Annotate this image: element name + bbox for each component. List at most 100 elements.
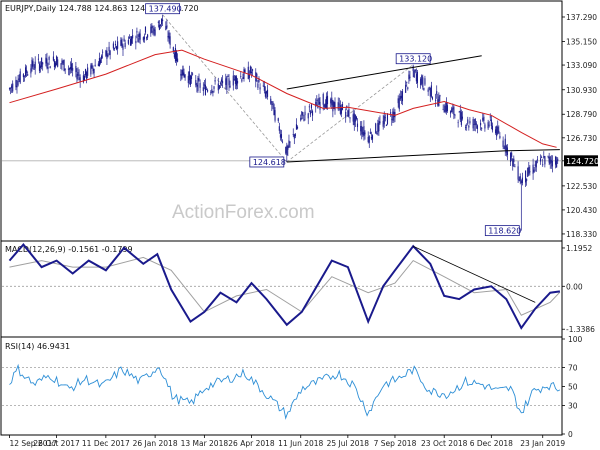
- candle-body-2018-04-12: [235, 76, 238, 86]
- candle-body-2018-04-24: [248, 73, 250, 79]
- candle-body-2017-11-28: [91, 63, 93, 68]
- candle-body-2019-01-02: [519, 176, 521, 182]
- candle-body-2018-07-25: [347, 110, 349, 117]
- candle-body-2017-12-18: [112, 43, 114, 49]
- candle-body-2018-09-13: [400, 95, 402, 99]
- candle-body-2018-09-20: [408, 74, 410, 80]
- candle-body-2018-09-03: [390, 112, 392, 114]
- candle-body-2018-10-19: [439, 94, 441, 97]
- candle-body-2018-04-19: [243, 69, 245, 80]
- candle-body-2017-12-26: [121, 39, 123, 47]
- candle-body-2018-01-03: [129, 39, 132, 46]
- guide-line-0: [162, 14, 288, 163]
- candle-body-2017-11-13: [75, 65, 77, 73]
- candle-body-2018-02-19: [180, 73, 182, 76]
- x-tick-label-7: 25 Jul 2018: [327, 439, 370, 448]
- candle-body-2018-12-06: [490, 119, 492, 127]
- candle-body-2018-06-15: [304, 111, 306, 116]
- current-price-label: 124.720: [566, 157, 599, 166]
- candle-body-2018-12-14: [499, 135, 501, 139]
- candle-body-2018-08-10: [364, 132, 366, 135]
- candle-body-2018-01-08: [135, 40, 137, 44]
- candle-body-2018-01-17: [144, 26, 147, 33]
- candle-body-2018-06-04: [292, 134, 294, 135]
- candle-body-2018-06-05: [293, 134, 295, 139]
- candle-body-2018-04-20: [244, 69, 246, 73]
- candle-body-2017-09-20: [17, 81, 19, 86]
- candle-body-2017-09-26: [23, 75, 26, 77]
- candle-body-2019-01-03: [520, 180, 522, 184]
- price-tick-122.530: 122.530: [566, 182, 597, 191]
- candle-body-2018-03-19: [210, 91, 212, 93]
- candle-body-2018-04-03: [226, 76, 228, 91]
- candle-body-2018-12-19: [504, 138, 506, 150]
- candle-body-2018-09-07: [394, 112, 396, 118]
- candle-body-2017-09-18: [15, 80, 17, 88]
- macd-tick--1.3386: -1.3386: [566, 325, 595, 334]
- candle-body-2018-06-08: [296, 126, 299, 129]
- candle-body-2017-11-23: [86, 72, 88, 79]
- candle-body-2018-09-26: [414, 69, 416, 72]
- x-tick-label-3: 26 Jan 2018: [133, 439, 178, 448]
- candle-body-2018-08-29: [384, 117, 386, 119]
- candle-body-2017-10-09: [37, 58, 39, 60]
- candle-body-2018-05-08: [263, 85, 265, 91]
- candle-body-2017-11-21: [83, 76, 85, 81]
- candle-body-2018-01-24: [152, 30, 154, 34]
- candle-body-2018-11-06: [458, 111, 460, 113]
- candle-body-2019-01-29: [548, 156, 550, 163]
- candle-body-2018-06-14: [303, 119, 305, 121]
- candle-body-2018-01-19: [147, 34, 149, 38]
- x-tick-label-9: 23 Oct 2018: [421, 439, 468, 448]
- candle-body-2018-09-17: [405, 84, 407, 93]
- candle-body-2018-11-30: [484, 124, 486, 129]
- candle-body-2017-12-05: [98, 58, 100, 67]
- candle-body-2018-01-09: [136, 31, 138, 33]
- candle-body-2018-04-18: [242, 77, 244, 79]
- candle-body-2018-06-26: [316, 100, 318, 102]
- x-tick-label-8: 7 Sep 2018: [374, 439, 417, 448]
- candle-body-2018-09-14: [401, 91, 404, 102]
- candle-body-2018-12-10: [495, 129, 497, 134]
- candle-body-2017-10-19: [48, 57, 50, 60]
- trendline-2: [506, 149, 560, 152]
- candle-body-2018-10-17: [437, 99, 439, 106]
- annotation-label-118.620: 118.620: [488, 227, 521, 236]
- candle-body-2017-10-11: [40, 65, 42, 68]
- x-tick-label-1: 26 Oct 2017: [33, 439, 80, 448]
- rsi-tick-50: 50: [568, 383, 578, 392]
- candle-body-2017-09-29: [27, 74, 29, 76]
- candle-body-2017-10-31: [61, 60, 63, 65]
- candle-body-2018-04-17: [241, 79, 243, 82]
- annotation-label-124.618: 124.618: [253, 158, 286, 167]
- candle-body-2017-12-27: [122, 45, 124, 50]
- candle-body-2018-11-14: [467, 119, 469, 124]
- candle-body-2018-07-09: [330, 99, 332, 104]
- rsi-line: [9, 363, 561, 420]
- candle-body-2017-10-10: [38, 63, 41, 71]
- candle-body-2017-11-17: [79, 77, 81, 82]
- candle-body-2018-10-30: [451, 108, 453, 113]
- candle-body-2018-01-02: [128, 37, 130, 39]
- candle-body-2018-06-21: [310, 104, 312, 109]
- candle-body-2019-01-18: [536, 159, 538, 161]
- candle-body-2019-01-31: [550, 159, 552, 163]
- candle-body-2018-05-29: [286, 145, 288, 156]
- candle-body-2018-06-01: [289, 141, 291, 143]
- candle-body-2017-12-06: [99, 59, 102, 64]
- candle-body-2018-11-01: [453, 106, 455, 115]
- candle-body-2019-01-16: [534, 164, 536, 167]
- candle-body-2018-04-02: [225, 78, 227, 85]
- candle-body-2019-01-09: [527, 167, 529, 177]
- candle-body-2017-10-16: [45, 57, 47, 64]
- candle-body-2019-02-01: [551, 160, 553, 167]
- candle-body-2018-08-14: [368, 136, 370, 143]
- candle-body-2018-10-11: [430, 85, 432, 97]
- candle-body-2018-03-21: [212, 91, 214, 93]
- candle-body-2018-12-13: [498, 130, 500, 133]
- candle-body-2017-09-12: [8, 88, 11, 90]
- candle-body-2018-09-11: [398, 98, 400, 110]
- candle-body-2017-10-17: [46, 58, 48, 68]
- candle-body-2019-01-10: [528, 167, 530, 174]
- candle-body-2018-11-07: [459, 110, 461, 120]
